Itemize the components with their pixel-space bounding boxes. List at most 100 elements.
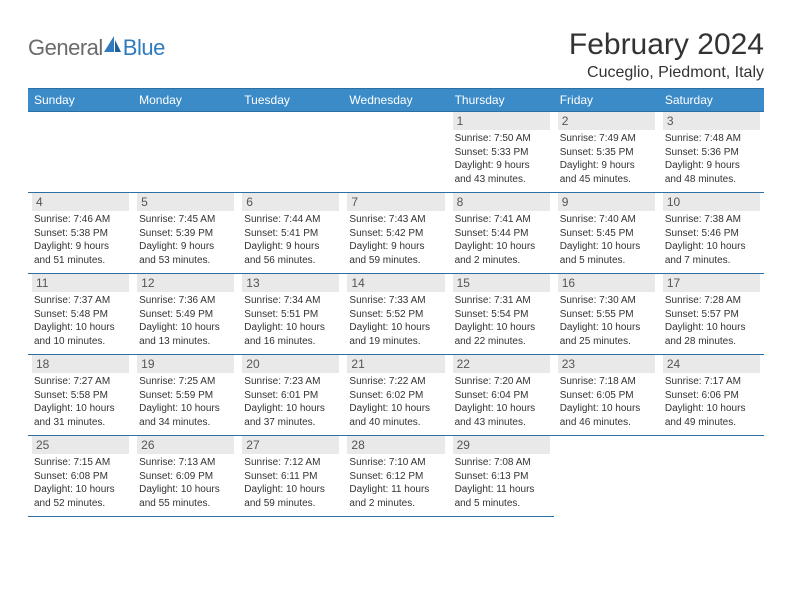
calendar-week: 25 Sunrise: 7:15 AMSunset: 6:08 PMDayligh… <box>28 436 764 517</box>
calendar-cell: 16 Sunrise: 7:30 AMSunset: 5:55 PMDayligh… <box>554 274 659 355</box>
day-details: Sunrise: 7:12 AMSunset: 6:11 PMDaylight:… <box>242 456 339 510</box>
calendar-cell: 29Sunrise: 7:08 AMSunset: 6:13 PMDayligh… <box>449 436 554 517</box>
day-number: 9 <box>558 193 655 211</box>
month-title: February 2024 <box>569 28 764 62</box>
day-number: 5 <box>137 193 234 211</box>
day-number: 17 <box>663 274 760 292</box>
calendar-cell: 26Sunrise: 7:13 AMSunset: 6:09 PMDayligh… <box>133 436 238 517</box>
day-details: Sunrise: 7:38 AMSunset: 5:46 PMDaylight:… <box>663 213 760 267</box>
calendar-cell: 7 Sunrise: 7:43 AMSunset: 5:42 PMDaylight… <box>343 193 448 274</box>
day-number: 10 <box>663 193 760 211</box>
day-number: 12 <box>137 274 234 292</box>
day-number: 16 <box>558 274 655 292</box>
day-number: 19 <box>137 355 234 373</box>
day-number: 25 <box>32 436 129 454</box>
calendar-cell: 1 Sunrise: 7:50 AMSunset: 5:33 PMDaylight… <box>449 112 554 193</box>
calendar-cell: 5 Sunrise: 7:45 AMSunset: 5:39 PMDaylight… <box>133 193 238 274</box>
calendar-cell: 21Sunrise: 7:22 AMSunset: 6:02 PMDayligh… <box>343 355 448 436</box>
day-number: 27 <box>242 436 339 454</box>
calendar-cell <box>238 112 343 193</box>
day-details: Sunrise: 7:10 AMSunset: 6:12 PMDaylight:… <box>347 456 444 510</box>
calendar-cell: 27 Sunrise: 7:12 AMSunset: 6:11 PMDayligh… <box>238 436 343 517</box>
calendar-cell <box>659 436 764 517</box>
day-number: 14 <box>347 274 444 292</box>
col-tuesday: Tuesday <box>238 89 343 112</box>
day-details: Sunrise: 7:50 AMSunset: 5:33 PMDaylight:… <box>453 132 550 186</box>
calendar-week: 18 Sunrise: 7:27 AMSunset: 5:58 PMDayligh… <box>28 355 764 436</box>
calendar-cell: 23 Sunrise: 7:18 AMSunset: 6:05 PMDayligh… <box>554 355 659 436</box>
header: General Blue February 2024 Cuceglio, Pie… <box>28 28 764 82</box>
day-details: Sunrise: 7:30 AMSunset: 5:55 PMDaylight:… <box>558 294 655 348</box>
day-details: Sunrise: 7:08 AMSunset: 6:13 PMDaylight:… <box>453 456 550 510</box>
col-thursday: Thursday <box>449 89 554 112</box>
calendar-cell: 25 Sunrise: 7:15 AMSunset: 6:08 PMDayligh… <box>28 436 133 517</box>
calendar-cell: 19Sunrise: 7:25 AMSunset: 5:59 PMDayligh… <box>133 355 238 436</box>
calendar-cell: 20Sunrise: 7:23 AMSunset: 6:01 PMDayligh… <box>238 355 343 436</box>
day-number: 13 <box>242 274 339 292</box>
day-number: 3 <box>663 112 760 130</box>
day-details: Sunrise: 7:27 AMSunset: 5:58 PMDaylight:… <box>32 375 129 429</box>
logo-blue: Blue <box>123 35 165 61</box>
calendar-cell: 4 Sunrise: 7:46 AMSunset: 5:38 PMDaylight… <box>28 193 133 274</box>
day-details: Sunrise: 7:31 AMSunset: 5:54 PMDaylight:… <box>453 294 550 348</box>
day-details: Sunrise: 7:48 AMSunset: 5:36 PMDaylight:… <box>663 132 760 186</box>
day-details: Sunrise: 7:43 AMSunset: 5:42 PMDaylight:… <box>347 213 444 267</box>
col-friday: Friday <box>554 89 659 112</box>
col-saturday: Saturday <box>659 89 764 112</box>
day-number: 11 <box>32 274 129 292</box>
day-number: 8 <box>453 193 550 211</box>
day-number: 1 <box>453 112 550 130</box>
calendar-cell: 8 Sunrise: 7:41 AMSunset: 5:44 PMDaylight… <box>449 193 554 274</box>
day-details: Sunrise: 7:36 AMSunset: 5:49 PMDaylight:… <box>137 294 234 348</box>
calendar-grid: Sunday Monday Tuesday Wednesday Thursday… <box>28 88 764 517</box>
logo-sail-icon <box>103 34 123 61</box>
day-number: 18 <box>32 355 129 373</box>
day-details: Sunrise: 7:17 AMSunset: 6:06 PMDaylight:… <box>663 375 760 429</box>
day-number: 15 <box>453 274 550 292</box>
calendar-cell: 12 Sunrise: 7:36 AMSunset: 5:49 PMDayligh… <box>133 274 238 355</box>
calendar-week: 1 Sunrise: 7:50 AMSunset: 5:33 PMDaylight… <box>28 112 764 193</box>
calendar-cell <box>133 112 238 193</box>
day-details: Sunrise: 7:28 AMSunset: 5:57 PMDaylight:… <box>663 294 760 348</box>
calendar-cell: 14Sunrise: 7:33 AMSunset: 5:52 PMDayligh… <box>343 274 448 355</box>
location: Cuceglio, Piedmont, Italy <box>569 64 764 82</box>
day-number: 23 <box>558 355 655 373</box>
calendar-cell: 13Sunrise: 7:34 AMSunset: 5:51 PMDayligh… <box>238 274 343 355</box>
day-details: Sunrise: 7:41 AMSunset: 5:44 PMDaylight:… <box>453 213 550 267</box>
calendar-cell <box>554 436 659 517</box>
calendar-week: 11 Sunrise: 7:37 AMSunset: 5:48 PMDayligh… <box>28 274 764 355</box>
day-details: Sunrise: 7:49 AMSunset: 5:35 PMDaylight:… <box>558 132 655 186</box>
logo-general: General <box>28 35 103 61</box>
logo: General Blue <box>28 28 165 61</box>
day-number: 22 <box>453 355 550 373</box>
day-details: Sunrise: 7:37 AMSunset: 5:48 PMDaylight:… <box>32 294 129 348</box>
calendar-cell: 9Sunrise: 7:40 AMSunset: 5:45 PMDaylight… <box>554 193 659 274</box>
calendar-cell: 18 Sunrise: 7:27 AMSunset: 5:58 PMDayligh… <box>28 355 133 436</box>
title-block: February 2024 Cuceglio, Piedmont, Italy <box>569 28 764 82</box>
day-details: Sunrise: 7:18 AMSunset: 6:05 PMDaylight:… <box>558 375 655 429</box>
day-details: Sunrise: 7:45 AMSunset: 5:39 PMDaylight:… <box>137 213 234 267</box>
day-details: Sunrise: 7:46 AMSunset: 5:38 PMDaylight:… <box>32 213 129 267</box>
calendar-week: 4 Sunrise: 7:46 AMSunset: 5:38 PMDaylight… <box>28 193 764 274</box>
calendar-cell: 24Sunrise: 7:17 AMSunset: 6:06 PMDayligh… <box>659 355 764 436</box>
day-details: Sunrise: 7:22 AMSunset: 6:02 PMDaylight:… <box>347 375 444 429</box>
day-details: Sunrise: 7:44 AMSunset: 5:41 PMDaylight:… <box>242 213 339 267</box>
day-header-row: Sunday Monday Tuesday Wednesday Thursday… <box>28 89 764 112</box>
calendar-page: General Blue February 2024 Cuceglio, Pie… <box>0 0 792 517</box>
calendar-cell: 10 Sunrise: 7:38 AMSunset: 5:46 PMDayligh… <box>659 193 764 274</box>
day-number: 4 <box>32 193 129 211</box>
day-number: 28 <box>347 436 444 454</box>
calendar-cell: 3 Sunrise: 7:48 AMSunset: 5:36 PMDaylight… <box>659 112 764 193</box>
day-number: 20 <box>242 355 339 373</box>
day-number: 6 <box>242 193 339 211</box>
col-wednesday: Wednesday <box>343 89 448 112</box>
day-number: 2 <box>558 112 655 130</box>
calendar-cell <box>28 112 133 193</box>
day-details: Sunrise: 7:13 AMSunset: 6:09 PMDaylight:… <box>137 456 234 510</box>
calendar-cell: 17 Sunrise: 7:28 AMSunset: 5:57 PMDayligh… <box>659 274 764 355</box>
day-number: 7 <box>347 193 444 211</box>
day-details: Sunrise: 7:15 AMSunset: 6:08 PMDaylight:… <box>32 456 129 510</box>
day-details: Sunrise: 7:20 AMSunset: 6:04 PMDaylight:… <box>453 375 550 429</box>
calendar-cell: 22 Sunrise: 7:20 AMSunset: 6:04 PMDayligh… <box>449 355 554 436</box>
col-monday: Monday <box>133 89 238 112</box>
